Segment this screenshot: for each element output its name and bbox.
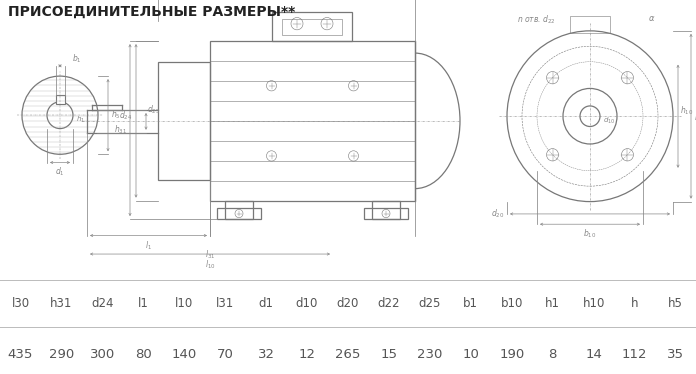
Text: $l_{31}$: $l_{31}$: [205, 249, 215, 261]
Text: d20: d20: [337, 297, 359, 310]
Text: d10: d10: [296, 297, 318, 310]
Bar: [210, 41, 415, 200]
Bar: [56, 95, 65, 104]
Text: h31: h31: [50, 297, 72, 310]
Text: $d_{25}$: $d_{25}$: [147, 104, 160, 116]
Text: h1: h1: [545, 297, 560, 310]
Bar: [225, 200, 253, 219]
Bar: [272, 12, 352, 41]
Text: 15: 15: [381, 348, 397, 361]
Text: 32: 32: [258, 348, 275, 361]
Text: 12: 12: [299, 348, 315, 361]
Text: d24: d24: [91, 297, 113, 310]
Text: 112: 112: [622, 348, 647, 361]
Text: $b_{10}$: $b_{10}$: [583, 227, 596, 240]
Bar: [372, 200, 400, 219]
Text: b10: b10: [500, 297, 523, 310]
Bar: [570, 16, 610, 33]
Text: b1: b1: [464, 297, 478, 310]
Bar: [364, 208, 408, 219]
Text: $d_1$: $d_1$: [55, 166, 65, 178]
Text: 190: 190: [499, 348, 524, 361]
Text: $h_{31}$: $h_{31}$: [114, 124, 127, 137]
Text: $h_1$: $h_1$: [76, 115, 85, 125]
Text: $b_1$: $b_1$: [72, 52, 82, 65]
Text: h5: h5: [668, 297, 683, 310]
Bar: [282, 18, 342, 35]
Text: $h$: $h$: [694, 111, 696, 122]
Text: 14: 14: [585, 348, 602, 361]
Text: l10: l10: [175, 297, 193, 310]
Text: 435: 435: [8, 348, 33, 361]
Text: d25: d25: [419, 297, 441, 310]
Text: $d_{20}$: $d_{20}$: [491, 208, 504, 220]
Text: h10: h10: [583, 297, 605, 310]
Circle shape: [47, 102, 73, 129]
Text: d22: d22: [378, 297, 400, 310]
Text: h: h: [631, 297, 638, 310]
Text: 80: 80: [135, 348, 152, 361]
Text: 265: 265: [335, 348, 361, 361]
Bar: [158, 62, 210, 180]
Text: 230: 230: [417, 348, 443, 361]
Text: 35: 35: [667, 348, 684, 361]
Text: 8: 8: [548, 348, 557, 361]
Text: d1: d1: [259, 297, 274, 310]
Text: $h_{10}$: $h_{10}$: [680, 105, 693, 117]
Text: 140: 140: [172, 348, 197, 361]
Text: 10: 10: [462, 348, 480, 361]
Bar: [217, 208, 261, 219]
Text: l30: l30: [11, 297, 29, 310]
Text: $l_1$: $l_1$: [145, 240, 152, 252]
Text: n отв. $d_{22}$: n отв. $d_{22}$: [517, 13, 556, 26]
Text: $l_{10}$: $l_{10}$: [205, 258, 215, 271]
Text: $h_5$: $h_5$: [111, 109, 120, 122]
Text: l1: l1: [138, 297, 149, 310]
Text: $d_{24}$: $d_{24}$: [119, 110, 132, 122]
Text: l31: l31: [216, 297, 235, 310]
Text: $d_{10}$: $d_{10}$: [603, 116, 615, 126]
Text: 70: 70: [216, 348, 234, 361]
Text: ПРИСОЕДИНИТЕЛЬНЫЕ РАЗМЕРЫ**: ПРИСОЕДИНИТЕЛЬНЫЕ РАЗМЕРЫ**: [8, 5, 295, 19]
Text: 300: 300: [90, 348, 115, 361]
Text: 290: 290: [49, 348, 74, 361]
Text: $\alpha$: $\alpha$: [648, 13, 656, 22]
